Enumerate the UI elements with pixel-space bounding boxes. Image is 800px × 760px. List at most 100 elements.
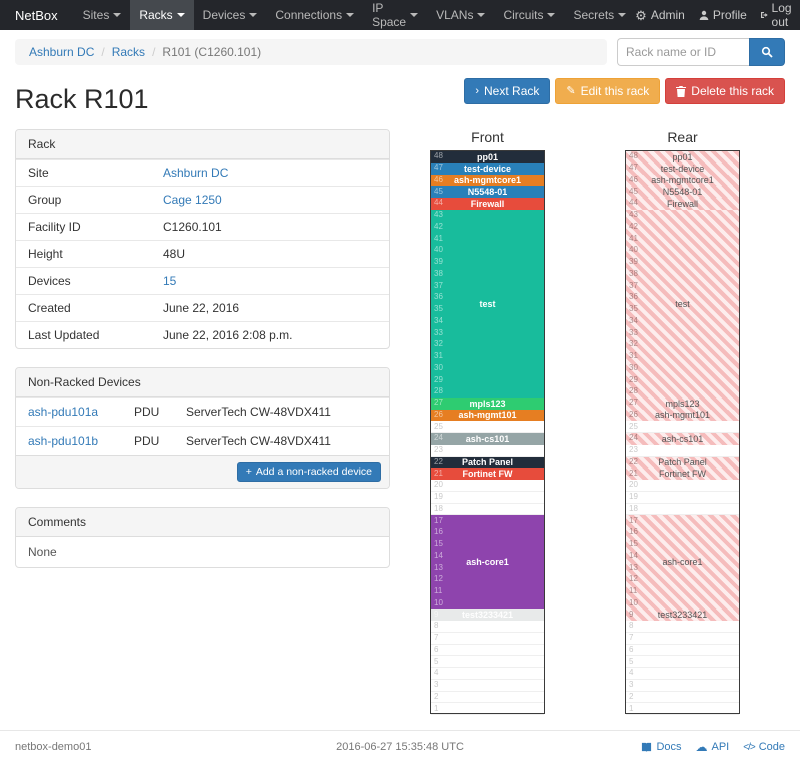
- rack-device-front-test[interactable]: test: [431, 209, 544, 398]
- breadcrumb-racks-link[interactable]: Racks: [94, 45, 145, 59]
- user-icon: [699, 10, 709, 20]
- unit-number: 23: [434, 445, 443, 455]
- edit-rack-label: Edit this rack: [580, 84, 650, 98]
- rack-device-label: Fortinet FW: [462, 469, 513, 480]
- rack-device-front-ash-cs101[interactable]: ash-cs101: [431, 433, 544, 445]
- unit-number: 5: [434, 656, 439, 666]
- breadcrumb-racks-label[interactable]: Racks: [111, 45, 146, 59]
- rack-device-front-fortinet-fw[interactable]: Fortinet FW: [431, 468, 544, 480]
- next-rack-button[interactable]: › Next Rack: [464, 78, 551, 104]
- rack-device-rear-pp01[interactable]: pp01: [626, 151, 739, 163]
- unit-number: 6: [434, 644, 439, 654]
- unit-number: 9: [629, 609, 634, 619]
- nav-item-circuits[interactable]: Circuits: [494, 0, 564, 30]
- nav-item-connections[interactable]: Connections: [266, 0, 363, 30]
- nav-item-label: Secrets: [573, 8, 615, 22]
- unit-number: 34: [629, 315, 638, 325]
- unit-number: 18: [629, 503, 638, 513]
- rack-unit-20: 20: [626, 480, 739, 492]
- code-icon: </>: [743, 741, 756, 753]
- unit-number: 15: [629, 539, 638, 549]
- nav-item-ip-space[interactable]: IP Space: [363, 0, 427, 30]
- rack-device-front-test3233421[interactable]: test3233421: [431, 609, 544, 621]
- info-label: Last Updated: [28, 328, 100, 342]
- rack-device-front-ash-core1[interactable]: ash-core1: [431, 515, 544, 610]
- comments-panel: Comments None: [15, 507, 390, 568]
- rack-device-rear-ash-core1[interactable]: ash-core1: [626, 515, 739, 610]
- rack-device-front-pp01[interactable]: pp01: [431, 151, 544, 163]
- rack-device-front-test-device[interactable]: test-device: [431, 162, 544, 175]
- unit-number: 34: [434, 315, 443, 325]
- nav-item-devices[interactable]: Devices: [194, 0, 267, 30]
- search-input[interactable]: [617, 38, 749, 66]
- rack-device-rear-test3233421[interactable]: test3233421: [626, 609, 739, 621]
- rack-device-rear-ash-mgmtcore1[interactable]: ash-mgmtcore1: [626, 174, 739, 187]
- unit-number: 8: [434, 621, 439, 631]
- unit-number: 2: [434, 691, 439, 701]
- site-link[interactable]: Ashburn DC: [163, 166, 229, 180]
- table-row: ash-pdu101a PDU ServerTech CW-48VDX411: [16, 397, 389, 426]
- unit-number: 46: [629, 174, 638, 184]
- rack-device-rear-patch-panel[interactable]: Patch Panel: [626, 456, 739, 469]
- unit-number: 26: [434, 409, 443, 419]
- nav-item-sites[interactable]: Sites: [74, 0, 131, 30]
- rack-device-label: test3233421: [657, 610, 708, 621]
- docs-link[interactable]: Docs: [641, 741, 682, 753]
- rack-device-front-patch-panel[interactable]: Patch Panel: [431, 456, 544, 469]
- unit-number: 37: [629, 280, 638, 290]
- rack-device-label: mpls123: [665, 398, 700, 409]
- nav-item-secrets[interactable]: Secrets: [564, 0, 635, 30]
- unit-number: 29: [434, 374, 443, 384]
- nav-item-label: Sites: [82, 8, 110, 22]
- unit-number: 10: [434, 597, 443, 607]
- unit-number: 21: [434, 468, 443, 478]
- code-link[interactable]: </> Code: [743, 741, 785, 753]
- device-link[interactable]: ash-pdu101b: [28, 434, 99, 448]
- rack-device-front-mpls123[interactable]: mpls123: [431, 397, 544, 410]
- rack-device-front-firewall[interactable]: Firewall: [431, 198, 544, 210]
- api-link[interactable]: ☁ API: [696, 741, 730, 753]
- unit-number: 7: [434, 633, 439, 643]
- nav-item-vlans[interactable]: VLANs: [427, 0, 494, 30]
- created-value: June 22, 2016: [163, 301, 240, 315]
- rack-device-rear-firewall[interactable]: Firewall: [626, 198, 739, 210]
- delete-rack-button[interactable]: Delete this rack: [665, 78, 785, 104]
- nav-item-racks[interactable]: Racks: [130, 0, 194, 30]
- rack-search: [617, 38, 785, 66]
- info-row-height: Height 48U: [16, 240, 389, 267]
- devices-count-link[interactable]: 15: [163, 274, 177, 288]
- rack-device-front-ash-mgmt101[interactable]: ash-mgmt101: [431, 409, 544, 422]
- info-row-site: Site Ashburn DC: [16, 159, 389, 186]
- info-label: Created: [28, 301, 71, 315]
- unit-number: 32: [434, 339, 443, 349]
- rack-device-rear-mpls123[interactable]: mpls123: [626, 397, 739, 410]
- breadcrumb-site-label[interactable]: Ashburn DC: [29, 45, 95, 59]
- unit-number: 4: [434, 668, 439, 678]
- rack-device-rear-ash-cs101[interactable]: ash-cs101: [626, 433, 739, 445]
- logout-link[interactable]: Log out: [760, 1, 796, 29]
- brand-link[interactable]: NetBox: [15, 7, 58, 23]
- rack-device-label: Firewall: [470, 198, 505, 209]
- search-button[interactable]: [749, 38, 785, 66]
- api-label: API: [711, 741, 730, 753]
- admin-link[interactable]: ⚙ Admin: [635, 8, 685, 22]
- unit-number: 36: [629, 292, 638, 302]
- nav-item-label: VLANs: [436, 8, 474, 22]
- unit-number: 38: [434, 268, 443, 278]
- profile-link[interactable]: Profile: [699, 8, 747, 22]
- rack-info-panel-title: Rack: [16, 130, 389, 159]
- height-value: 48U: [163, 247, 186, 261]
- unit-number: 21: [629, 468, 638, 478]
- device-link[interactable]: ash-pdu101a: [28, 405, 99, 419]
- rack-device-front-n5548-01[interactable]: N5548-01: [431, 186, 544, 198]
- add-non-racked-device-button[interactable]: + Add a non-racked device: [236, 462, 381, 482]
- rack-device-front-ash-mgmtcore1[interactable]: ash-mgmtcore1: [431, 174, 544, 187]
- breadcrumb-site-link[interactable]: Ashburn DC: [29, 45, 94, 59]
- rack-device-rear-test-device[interactable]: test-device: [626, 162, 739, 175]
- rack-device-rear-fortinet-fw[interactable]: Fortinet FW: [626, 468, 739, 480]
- rack-device-rear-test[interactable]: test: [626, 209, 739, 398]
- rack-device-rear-ash-mgmt101[interactable]: ash-mgmt101: [626, 409, 739, 422]
- edit-rack-button[interactable]: ✎ Edit this rack: [555, 78, 661, 104]
- group-link[interactable]: Cage 1250: [163, 193, 222, 207]
- rack-device-rear-n5548-01[interactable]: N5548-01: [626, 186, 739, 198]
